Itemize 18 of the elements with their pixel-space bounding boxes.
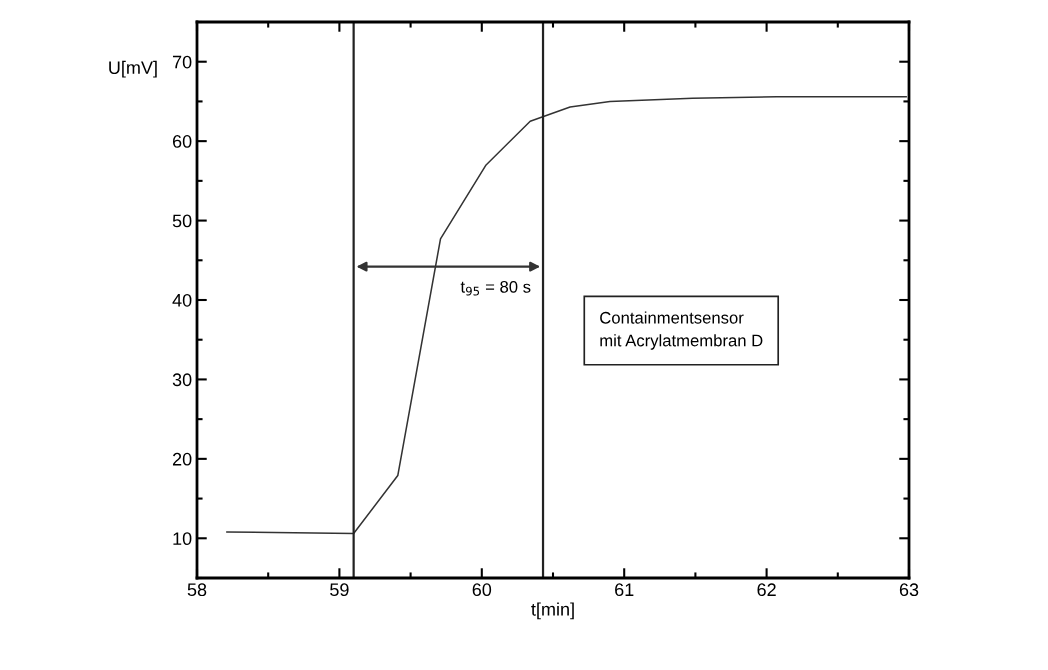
x-tick-label: 58 bbox=[187, 583, 207, 597]
x-axis-title: t[min] bbox=[531, 602, 574, 620]
x-tick-label: 62 bbox=[757, 583, 776, 597]
y-tick-label: 60 bbox=[172, 135, 192, 148]
annotation: t$_{95}$ = 80 s bbox=[460, 280, 531, 296]
x-tick-label: 59 bbox=[330, 583, 349, 597]
y-tick-label: 30 bbox=[172, 373, 192, 387]
y-tick-label: 70 bbox=[172, 55, 192, 69]
y-tick-label: 50 bbox=[172, 214, 192, 228]
y-tick-label: 20 bbox=[172, 452, 192, 466]
y-tick-label: 40 bbox=[172, 293, 192, 307]
x-tick-label: 60 bbox=[472, 583, 492, 597]
y-axis-title: U[mV] bbox=[109, 60, 157, 78]
line-series bbox=[226, 95, 907, 535]
x-tick-label: 63 bbox=[899, 583, 919, 597]
x-tick-label: 61 bbox=[615, 583, 634, 597]
annotation: Containmentsensor mit Acrylatmembran D bbox=[600, 311, 763, 350]
y-tick-label: 10 bbox=[173, 532, 192, 546]
